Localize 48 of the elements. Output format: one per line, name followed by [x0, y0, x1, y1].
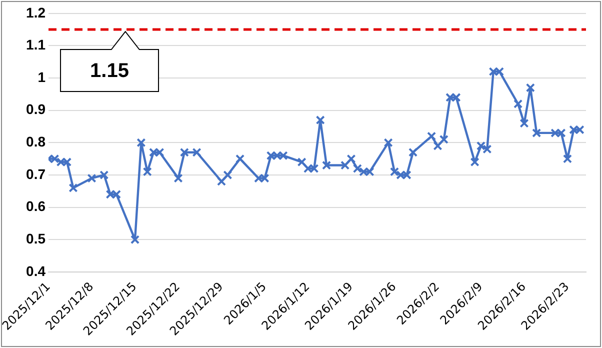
point — [100, 170, 109, 180]
point — [562, 154, 572, 164]
y-tick-label: 0.8 — [26, 134, 46, 150]
point — [316, 116, 325, 125]
y-tick-label: 0.7 — [26, 166, 46, 182]
point — [68, 183, 78, 192]
y-tick-label: 1.2 — [26, 4, 46, 20]
y-tick-label: 1 — [38, 68, 46, 85]
point — [174, 174, 183, 183]
y-tick-label: 1.1 — [26, 36, 46, 53]
point — [384, 138, 393, 148]
point — [402, 170, 412, 180]
point — [482, 144, 492, 154]
point — [297, 158, 306, 167]
point — [427, 132, 436, 141]
point — [216, 176, 226, 186]
point — [514, 99, 523, 108]
point — [235, 154, 245, 164]
point — [396, 170, 406, 180]
point — [322, 160, 332, 170]
point — [142, 167, 152, 176]
point — [532, 128, 542, 138]
point — [526, 83, 535, 92]
y-tick-label: 0.5 — [26, 230, 46, 246]
point — [494, 67, 504, 76]
point — [136, 138, 146, 148]
point — [408, 148, 418, 157]
point — [390, 167, 400, 176]
y-tick-label: 0.6 — [26, 198, 46, 214]
point — [439, 134, 448, 144]
point — [62, 158, 72, 167]
point — [346, 154, 356, 164]
point — [192, 148, 202, 157]
point — [310, 164, 319, 174]
ref-line-label: 1.15 — [90, 60, 129, 82]
point — [520, 118, 529, 128]
point — [340, 160, 350, 170]
point — [130, 235, 140, 244]
point — [223, 170, 232, 180]
point — [470, 158, 480, 167]
point — [433, 141, 442, 150]
point — [87, 174, 96, 183]
point — [476, 141, 486, 150]
point — [303, 164, 313, 174]
y-tick-label: 0.4 — [26, 262, 46, 279]
point — [352, 164, 362, 174]
point — [180, 148, 189, 157]
y-tick-label: 0.9 — [26, 101, 46, 118]
